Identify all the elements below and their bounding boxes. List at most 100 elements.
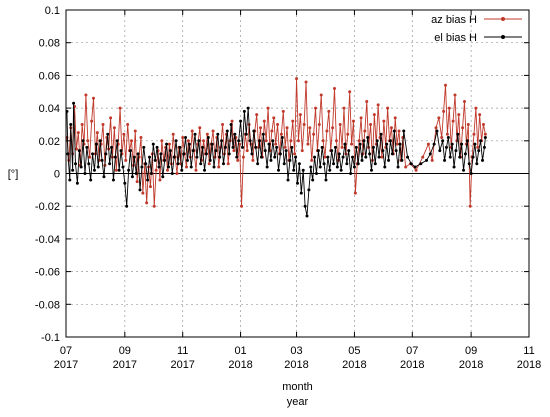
data-point bbox=[278, 152, 282, 156]
data-point bbox=[314, 106, 318, 110]
data-point bbox=[244, 132, 248, 136]
data-point bbox=[397, 129, 401, 133]
data-point bbox=[347, 149, 351, 153]
x-tick-label-month: 07 bbox=[406, 345, 418, 357]
data-point bbox=[339, 168, 343, 172]
data-point bbox=[88, 155, 92, 159]
data-point bbox=[335, 165, 339, 169]
data-point bbox=[277, 168, 281, 172]
data-point bbox=[387, 158, 391, 162]
data-point bbox=[349, 172, 353, 175]
data-point bbox=[450, 142, 454, 146]
data-point bbox=[160, 139, 164, 143]
data-point bbox=[217, 165, 221, 169]
data-point bbox=[311, 178, 315, 182]
data-point bbox=[218, 155, 222, 159]
data-point bbox=[254, 145, 258, 149]
data-point bbox=[112, 126, 116, 130]
data-point bbox=[267, 142, 271, 146]
data-point bbox=[133, 129, 137, 133]
data-point bbox=[271, 139, 275, 143]
data-point bbox=[463, 152, 467, 156]
data-point bbox=[85, 145, 89, 149]
data-point bbox=[474, 106, 478, 110]
data-point bbox=[148, 185, 152, 189]
data-point bbox=[389, 126, 393, 130]
data-point bbox=[320, 145, 324, 149]
data-point bbox=[181, 136, 185, 140]
data-point bbox=[350, 142, 354, 146]
x-tick-label-year: 2017 bbox=[170, 359, 194, 371]
data-point bbox=[483, 132, 487, 136]
data-point bbox=[269, 158, 273, 162]
data-point bbox=[184, 165, 188, 169]
y-tick-label: 0.04 bbox=[39, 103, 60, 115]
x-tick-label-month: 11 bbox=[177, 345, 188, 357]
y-tick-label: -0.04 bbox=[35, 234, 60, 246]
data-point bbox=[297, 162, 301, 166]
data-point bbox=[189, 165, 193, 169]
data-point bbox=[448, 155, 452, 159]
data-point bbox=[343, 142, 347, 146]
data-point bbox=[238, 142, 242, 146]
data-point bbox=[139, 136, 143, 140]
data-point bbox=[306, 142, 310, 146]
data-point bbox=[125, 204, 129, 208]
data-point bbox=[248, 139, 252, 143]
data-point bbox=[161, 175, 165, 179]
x-tick-label-year: 2018 bbox=[284, 359, 308, 371]
data-point bbox=[273, 155, 277, 159]
data-point bbox=[259, 155, 263, 159]
data-point bbox=[102, 175, 106, 179]
y-tick-label: -0.02 bbox=[35, 201, 60, 213]
legend-label-az-bias: az bias H bbox=[431, 14, 477, 26]
data-point bbox=[305, 214, 309, 218]
data-point bbox=[285, 126, 289, 130]
data-point bbox=[385, 142, 389, 146]
data-point bbox=[263, 149, 267, 153]
data-point bbox=[121, 165, 125, 169]
data-point bbox=[288, 158, 292, 162]
data-point bbox=[279, 132, 283, 136]
data-point bbox=[223, 145, 227, 149]
data-point bbox=[69, 122, 73, 126]
data-point bbox=[126, 122, 130, 126]
data-point bbox=[122, 132, 126, 136]
data-point bbox=[357, 139, 361, 143]
data-point bbox=[167, 142, 171, 146]
data-point bbox=[318, 165, 322, 169]
data-point bbox=[390, 152, 394, 156]
series-layer bbox=[65, 77, 487, 218]
x-tick-label-year: 2017 bbox=[113, 359, 137, 371]
data-point bbox=[235, 155, 239, 159]
x-axis-title-month: month bbox=[282, 381, 313, 393]
y-tick-label: -0.08 bbox=[35, 299, 60, 311]
data-point bbox=[401, 136, 405, 140]
data-point bbox=[432, 142, 436, 146]
data-point bbox=[304, 80, 308, 84]
data-point bbox=[402, 129, 406, 133]
data-point bbox=[462, 100, 466, 104]
data-point bbox=[174, 139, 178, 143]
data-point bbox=[383, 165, 387, 169]
series-line bbox=[66, 102, 486, 217]
data-point bbox=[118, 106, 122, 110]
data-point bbox=[323, 155, 327, 159]
series-el-bias bbox=[65, 101, 487, 218]
data-point bbox=[465, 139, 469, 143]
data-point bbox=[182, 152, 186, 156]
data-point bbox=[201, 145, 205, 149]
data-point bbox=[152, 204, 156, 208]
y-tick-label: 0.1 bbox=[45, 5, 60, 17]
data-point bbox=[236, 158, 240, 162]
data-point bbox=[342, 106, 346, 110]
data-point bbox=[375, 139, 379, 143]
data-point bbox=[352, 165, 356, 169]
data-point bbox=[371, 145, 375, 149]
data-point bbox=[477, 149, 481, 153]
data-point bbox=[310, 158, 314, 162]
data-point bbox=[227, 152, 231, 156]
data-point bbox=[72, 101, 76, 105]
data-point bbox=[100, 158, 104, 162]
data-point bbox=[444, 83, 448, 87]
